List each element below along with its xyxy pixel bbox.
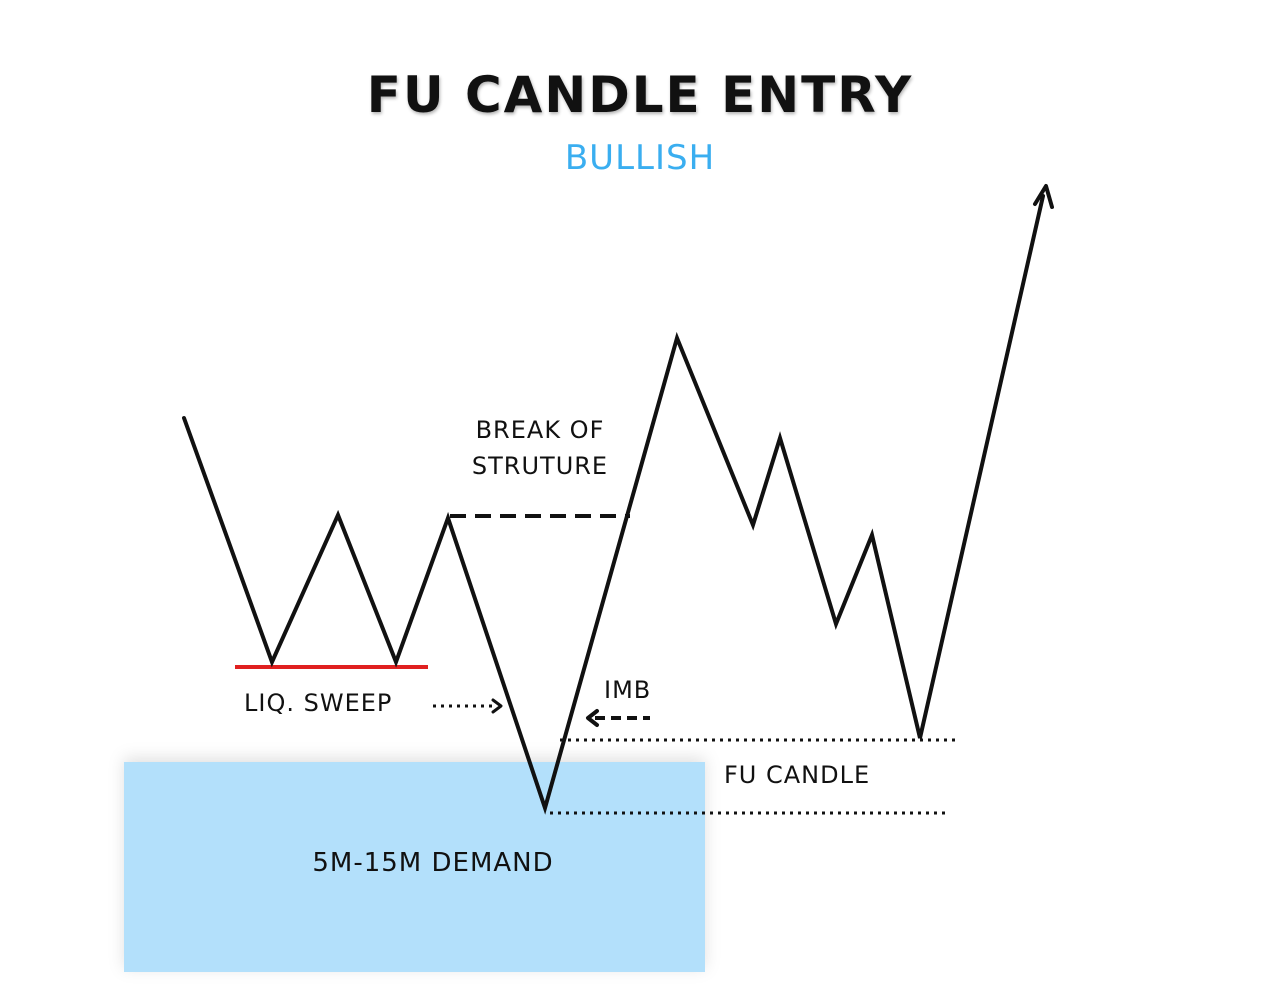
diagram-subtitle: BULLISH (564, 138, 716, 178)
diagram-title: FU CANDLE ENTRY (366, 66, 914, 124)
price-path (182, 194, 1045, 815)
break-of-structure-line-2: STRUTURE (471, 452, 609, 480)
demand-zone (124, 762, 705, 972)
imb-arrowhead-icon (586, 709, 599, 727)
arrowhead-icon (1033, 184, 1054, 209)
break-of-structure-line-1: BREAK OF (475, 416, 605, 444)
liquidity-sweep-label: LIQ. SWEEP (244, 689, 393, 717)
imbalance-label: IMB (604, 676, 652, 704)
liq-sweep-arrowhead-icon (491, 698, 503, 714)
break-of-structure-label: BREAK OF STRUTURE (440, 412, 640, 484)
demand-zone-label: 5M-15M DEMAND (312, 848, 554, 878)
fu-candle-label: FU CANDLE (724, 761, 871, 789)
